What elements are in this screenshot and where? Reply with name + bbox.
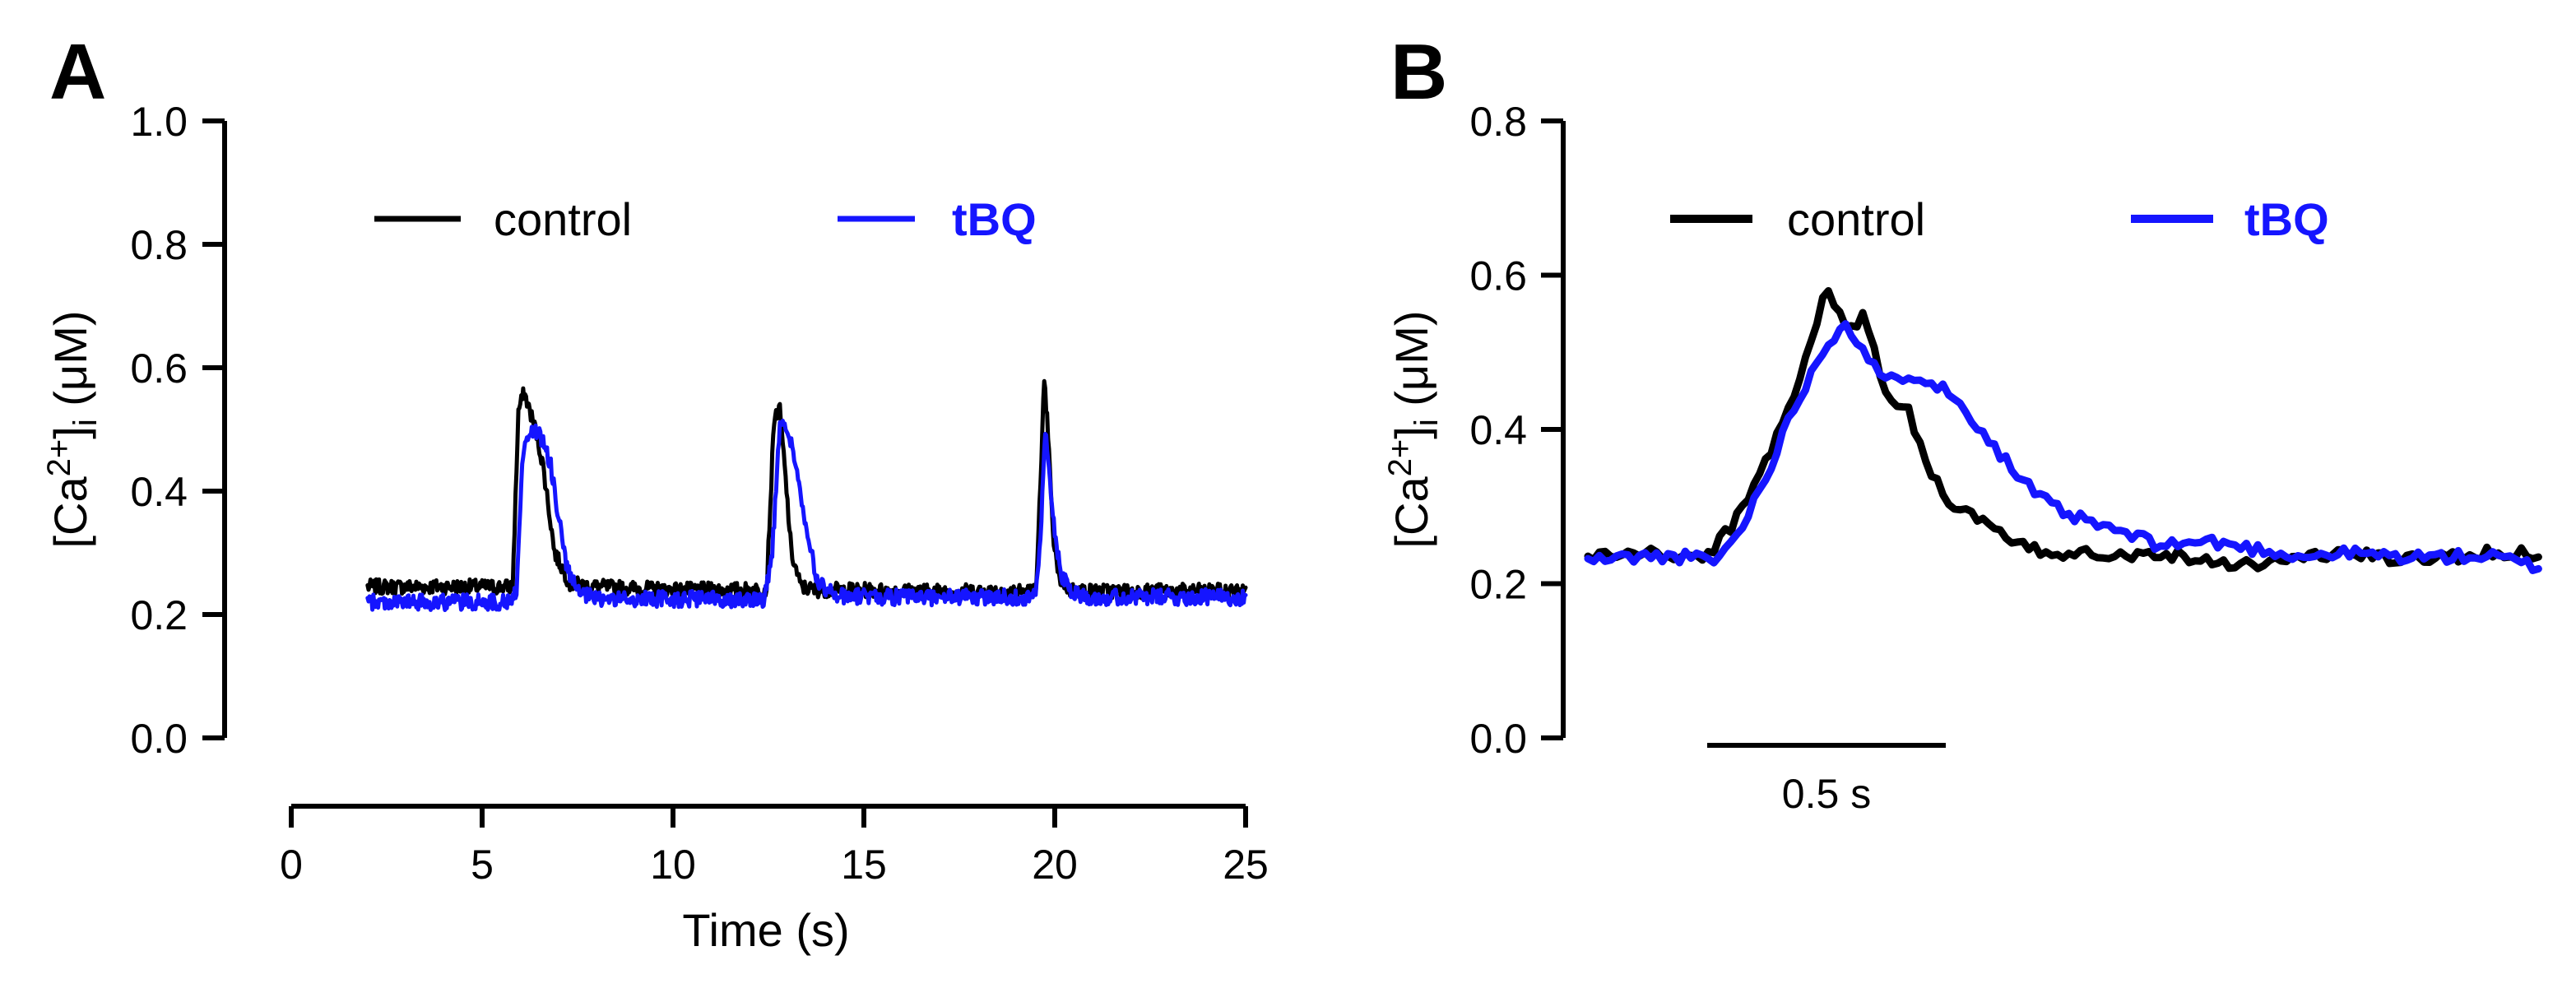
y-axis-title-b-base: [Ca xyxy=(1385,476,1437,549)
y-axis-title-a-close: ] xyxy=(44,426,96,439)
x-tick-label-a: 10 xyxy=(650,842,696,888)
panel-letter-a: A xyxy=(49,28,106,116)
y-axis-title-b: [Ca2+]i (μM) xyxy=(1382,311,1445,549)
y-tick-label-a: 0.6 xyxy=(130,346,188,392)
legend-b: control tBQ xyxy=(1670,193,2329,245)
y-axis-title-a-sub: i xyxy=(67,419,104,426)
y-axis-title-b-units: (μM) xyxy=(1385,311,1437,420)
trace-a-tbq xyxy=(365,418,1248,612)
scale-bar-label-b: 0.5 s xyxy=(1782,771,1871,817)
chart-panel-a: 0.0 0.2 0.4 0.6 0.8 1.0 0 5 10 15 20 25 Time (s) [… xyxy=(41,99,1269,956)
trace-a-control xyxy=(365,378,1248,601)
trace-b-control xyxy=(1584,287,2542,573)
legend-a-tbq-label: tBQ xyxy=(952,193,1037,245)
y-tick-label-a: 0.8 xyxy=(130,222,188,268)
y-tick-label-b: 0.6 xyxy=(1469,253,1527,299)
y-axis-title-a-base: [Ca xyxy=(44,476,96,549)
legend-a-control-label: control xyxy=(494,193,632,245)
y-axis-title-b-close: ] xyxy=(1385,426,1437,439)
y-axis-title-a-sup: 2+ xyxy=(41,439,77,477)
legend-a: control tBQ xyxy=(374,193,1037,245)
x-axis-title-a: Time (s) xyxy=(682,904,849,956)
y-tick-label-b: 0.8 xyxy=(1469,99,1527,145)
x-tick-label-a: 20 xyxy=(1032,842,1078,888)
y-tick-label-b: 0.2 xyxy=(1469,562,1527,608)
x-tick-label-a: 25 xyxy=(1223,842,1269,888)
panel-letter-b: B xyxy=(1390,28,1447,116)
x-tick-label-a: 0 xyxy=(280,842,303,888)
y-tick-label-a: 0.4 xyxy=(130,469,188,515)
y-axis-title-b-sub: i xyxy=(1409,419,1445,426)
trace-b-tbq xyxy=(1584,320,2542,574)
x-tick-label-a: 5 xyxy=(471,842,494,888)
y-axis-title-b-sup: 2+ xyxy=(1382,439,1418,477)
y-axis-title-a-units: (μM) xyxy=(44,311,96,420)
y-tick-label-a: 1.0 xyxy=(130,99,188,145)
chart-panel-b: 0.0 0.2 0.4 0.6 0.8 0.5 s [Ca2+]i (μM) contr… xyxy=(1382,99,2542,817)
y-axis-title-a: [Ca2+]i (μM) xyxy=(41,311,104,549)
legend-b-control-label: control xyxy=(1787,193,1925,245)
y-tick-label-b: 0.4 xyxy=(1469,407,1527,453)
y-tick-label-b: 0.0 xyxy=(1469,716,1527,762)
x-tick-label-a: 15 xyxy=(841,842,887,888)
y-tick-label-a: 0.2 xyxy=(130,592,188,638)
y-tick-label-a: 0.0 xyxy=(130,716,188,762)
legend-b-tbq-label: tBQ xyxy=(2244,193,2329,245)
